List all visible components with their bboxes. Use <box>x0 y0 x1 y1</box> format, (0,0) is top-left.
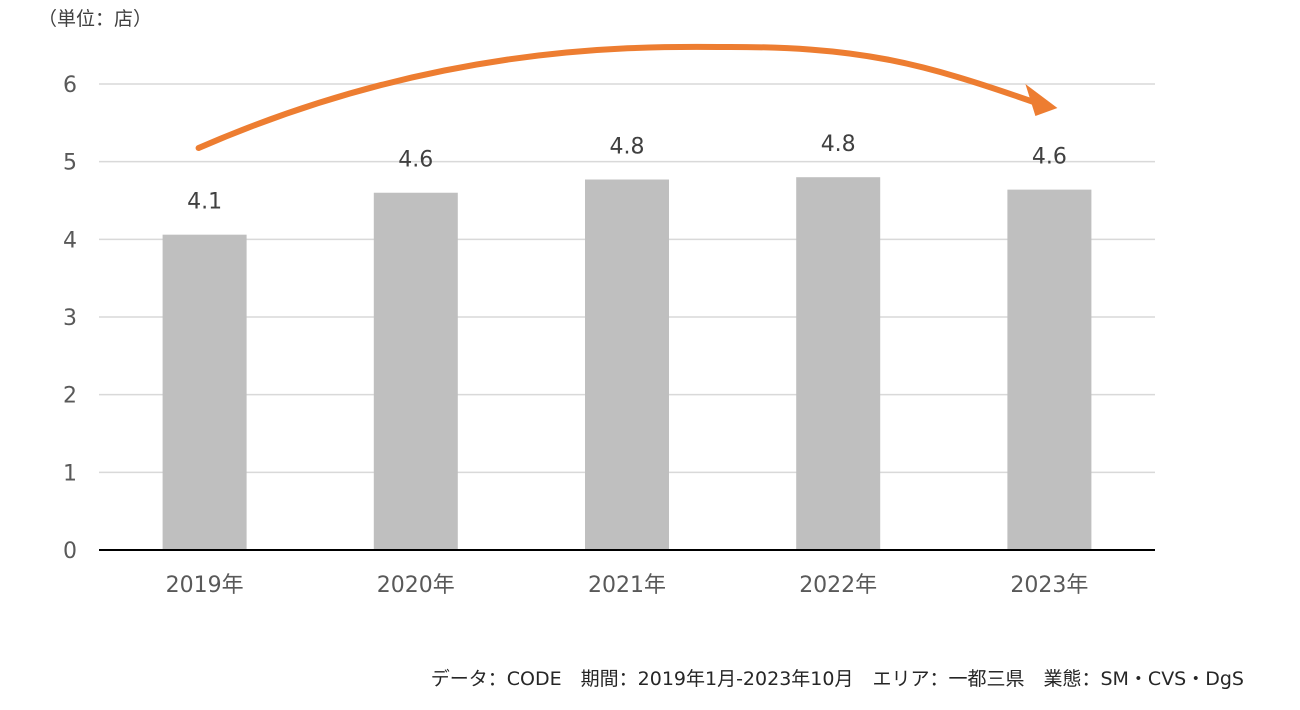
y-tick-label: 0 <box>63 539 77 564</box>
x-tick-label: 2023年 <box>1010 573 1088 598</box>
y-tick-label: 3 <box>63 306 77 331</box>
unit-label: （単位：店） <box>38 8 152 30</box>
y-tick-label: 6 <box>63 73 77 98</box>
y-tick-label: 4 <box>63 228 77 253</box>
bar <box>796 177 881 550</box>
y-tick-label: 5 <box>63 151 77 176</box>
bar <box>585 179 669 550</box>
x-tick-label: 2019年 <box>166 573 244 598</box>
bar <box>373 192 458 550</box>
trend-arrow-line <box>195 43 1043 151</box>
x-tick-label: 2022年 <box>799 573 877 598</box>
x-tick-label: 2020年 <box>377 573 455 598</box>
data-label: 4.6 <box>1032 145 1067 170</box>
x-tick-labels: 2019年 2020年 2021年 2022年 2023年 <box>166 573 1089 598</box>
y-tick-labels: 0 1 2 3 4 5 6 <box>63 73 77 564</box>
data-label: 4.6 <box>398 148 433 173</box>
data-labels: 4.1 4.6 4.8 4.8 4.6 <box>187 132 1067 214</box>
bar <box>1007 189 1092 551</box>
bars <box>162 177 1092 551</box>
bar <box>162 234 247 550</box>
trend-arrow <box>195 43 1058 151</box>
data-label: 4.8 <box>610 135 645 160</box>
data-label: 4.8 <box>821 132 856 157</box>
y-tick-label: 1 <box>63 461 77 486</box>
trend-arrow-head <box>1025 84 1058 116</box>
data-label: 4.1 <box>187 190 222 215</box>
y-tick-label: 2 <box>63 384 77 409</box>
x-tick-label: 2021年 <box>588 573 666 598</box>
source-note: データ：CODE 期間：2019年1月-2023年10月 エリア：一都三県 業態… <box>431 668 1244 690</box>
